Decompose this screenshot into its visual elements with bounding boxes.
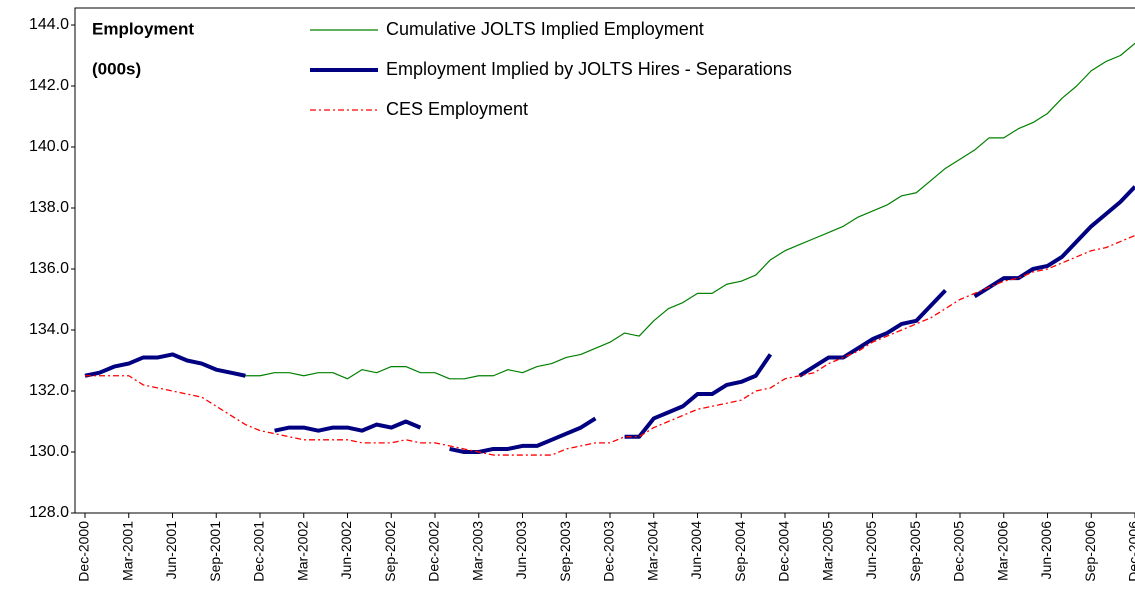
x-tick-label: Dec-2006: [1126, 521, 1135, 582]
x-tick-label: Jun-2005: [863, 521, 879, 580]
y-tick-label: 130.0: [29, 443, 69, 460]
x-tick-label: Mar-2001: [119, 521, 135, 581]
x-tick-label: Mar-2004: [644, 521, 660, 581]
legend-label: Cumulative JOLTS Implied Employment: [386, 19, 704, 39]
x-tick-label: Sep-2003: [557, 521, 573, 582]
x-tick-label: Jun-2002: [338, 521, 354, 580]
x-tick-label: Dec-2004: [776, 521, 792, 582]
x-tick-label: Sep-2001: [207, 521, 223, 582]
x-tick-label: Dec-2000: [76, 521, 92, 582]
x-tick-label: Sep-2002: [382, 521, 398, 582]
x-tick-label: Jun-2001: [163, 521, 179, 580]
x-tick-label: Jun-2003: [513, 521, 529, 580]
x-tick-label: Jun-2006: [1038, 521, 1054, 580]
x-tick-label: Dec-2001: [251, 521, 267, 582]
legend-label: Employment Implied by JOLTS Hires - Sepa…: [386, 59, 792, 79]
legend-label: CES Employment: [386, 99, 528, 119]
y-tick-label: 128.0: [29, 504, 69, 521]
x-tick-label: Jun-2004: [688, 521, 704, 580]
y-tick-label: 140.0: [29, 138, 69, 155]
x-tick-label: Dec-2005: [951, 521, 967, 582]
x-tick-label: Sep-2005: [907, 521, 923, 582]
x-tick-label: Mar-2003: [469, 521, 485, 581]
x-tick-label: Mar-2002: [294, 521, 310, 581]
x-tick-label: Sep-2004: [732, 521, 748, 582]
y-tick-label: 136.0: [29, 260, 69, 277]
y-tick-label: 138.0: [29, 199, 69, 216]
x-tick-label: Mar-2005: [819, 521, 835, 581]
plot-frame: [74, 7, 1135, 514]
series-line: [84, 185, 1135, 454]
y-tick-label: 132.0: [29, 382, 69, 399]
y-tick-label: 142.0: [29, 77, 69, 94]
series-line: [84, 42, 1135, 380]
x-tick-label: Dec-2003: [601, 521, 617, 582]
y-tick-label: 134.0: [29, 321, 69, 338]
y-tick-label: 144.0: [29, 16, 69, 33]
chart-title: Employment: [92, 19, 194, 38]
series-line: [85, 234, 1135, 456]
x-tick-label: Mar-2006: [994, 521, 1010, 581]
x-tick-label: Dec-2002: [426, 521, 442, 582]
x-tick-label: Sep-2006: [1082, 521, 1098, 582]
chart-subtitle: (000s): [92, 59, 141, 78]
